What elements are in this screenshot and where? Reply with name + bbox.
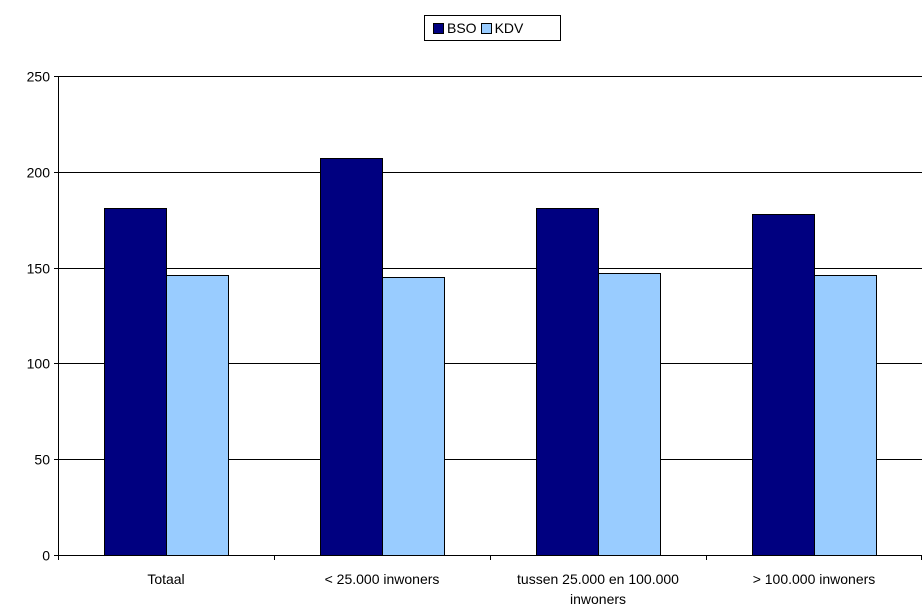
bar-kdv xyxy=(814,275,877,556)
axes xyxy=(58,76,922,560)
bar-bso xyxy=(320,158,383,556)
bar-bso xyxy=(104,208,167,556)
y-axis-ticks: 0 50 100 150 200 250 xyxy=(27,69,58,564)
bar-kdv xyxy=(166,275,229,556)
legend-item-bso: BSO xyxy=(433,20,477,36)
y-tick-label: 150 xyxy=(27,261,51,277)
bar-bso xyxy=(536,208,599,556)
x-category-label: > 100.000 inwoners xyxy=(753,571,876,587)
y-tick-label: 200 xyxy=(27,165,51,181)
bar-kdv xyxy=(598,273,661,556)
bar-kdv xyxy=(382,277,445,556)
legend-swatch-kdv xyxy=(480,22,492,34)
y-tick-label: 50 xyxy=(34,452,50,468)
y-tick-label: 0 xyxy=(42,548,50,564)
legend-label-bso: BSO xyxy=(447,20,477,36)
legend-swatch-bso xyxy=(433,22,444,34)
y-tick-label: 250 xyxy=(27,69,51,85)
bar-bso xyxy=(752,214,815,556)
bars xyxy=(104,158,877,556)
x-category-label: < 25.000 inwoners xyxy=(325,571,440,587)
x-category-label: Totaal xyxy=(147,571,184,587)
legend: BSO KDV xyxy=(424,15,561,41)
x-category-label: tussen 25.000 en 100.000 inwoners xyxy=(517,571,679,607)
x-axis-labels: Totaal < 25.000 inwoners tussen 25.000 en … xyxy=(147,571,875,607)
legend-item-kdv: KDV xyxy=(480,20,524,36)
legend-label-kdv: KDV xyxy=(494,20,524,36)
y-tick-label: 100 xyxy=(27,356,51,372)
